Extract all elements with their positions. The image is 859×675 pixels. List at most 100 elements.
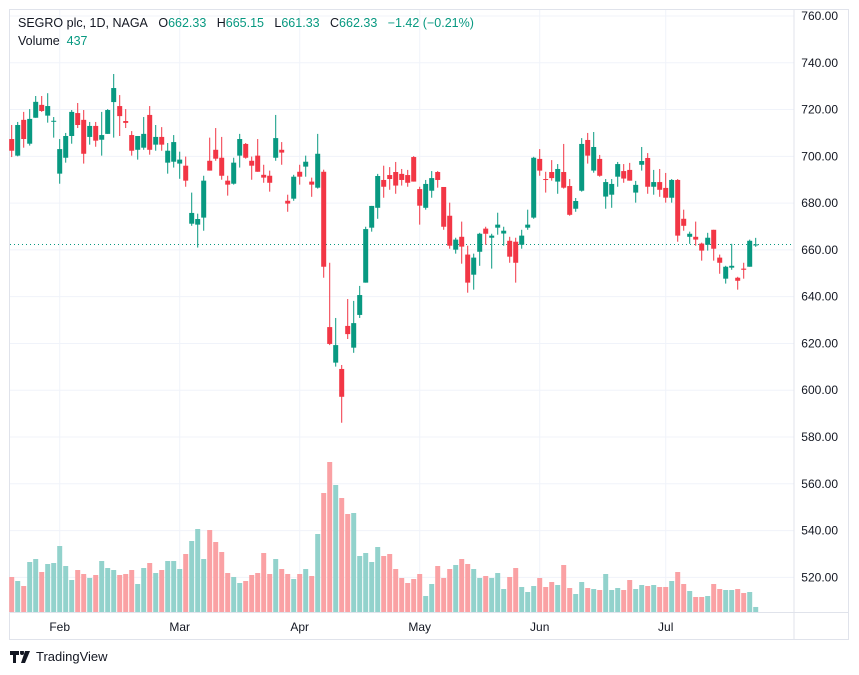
volume-bar xyxy=(747,592,753,612)
volume-bar xyxy=(705,596,711,612)
time-tick-label: Feb xyxy=(49,620,70,634)
candle-body xyxy=(231,162,237,184)
candle-body xyxy=(675,179,681,236)
volume-bar xyxy=(387,554,393,612)
candle xyxy=(429,171,435,198)
volume-bar xyxy=(21,586,27,612)
candle-body xyxy=(261,174,267,178)
volume-bar xyxy=(645,586,651,612)
candle-body xyxy=(177,159,183,164)
candle xyxy=(447,202,453,249)
price-tick-label: 600.00 xyxy=(801,383,838,397)
volume-bar xyxy=(237,583,243,612)
time-tick-label: Mar xyxy=(169,620,190,634)
candle-body xyxy=(597,158,603,176)
volume-bar xyxy=(369,562,375,612)
volume-bar xyxy=(693,597,699,612)
candle xyxy=(729,243,735,270)
candle-body xyxy=(669,179,675,198)
candle-body xyxy=(147,114,153,150)
volume-bar xyxy=(687,591,693,612)
volume-bar xyxy=(219,552,225,612)
volume-bar xyxy=(675,572,681,612)
candle-body xyxy=(279,149,285,153)
volume-bar xyxy=(411,579,417,612)
candle xyxy=(513,237,519,283)
candle-body xyxy=(489,235,495,238)
volume-bar xyxy=(123,574,129,612)
volume-bar xyxy=(249,575,255,612)
volume-bar xyxy=(663,587,669,612)
candle-body xyxy=(51,120,57,122)
volume-bar xyxy=(333,485,339,612)
candle xyxy=(585,132,591,164)
candle-body xyxy=(165,150,171,163)
volume-bar xyxy=(33,559,39,612)
candle xyxy=(453,237,459,254)
candle xyxy=(579,138,585,192)
candle-body xyxy=(15,124,21,156)
candle xyxy=(633,180,639,203)
candle-body xyxy=(21,119,27,140)
candle-body xyxy=(171,142,177,162)
candle-body xyxy=(555,168,561,182)
volume-bar xyxy=(45,564,51,612)
candle xyxy=(471,253,477,290)
candle xyxy=(663,172,669,203)
candle xyxy=(657,168,663,197)
candle-body xyxy=(57,149,63,174)
volume-bar xyxy=(609,590,615,612)
candle-body xyxy=(423,183,429,208)
candle-body xyxy=(321,171,327,267)
candle xyxy=(201,175,207,231)
volume-bar xyxy=(255,573,261,612)
price-tick-label: 720.00 xyxy=(801,103,838,117)
candle-body xyxy=(387,175,393,180)
tradingview-logo[interactable]: TradingView xyxy=(10,649,108,664)
candle xyxy=(327,262,333,346)
candle-body xyxy=(543,179,549,181)
volume-bar xyxy=(435,566,441,612)
candle-body xyxy=(645,157,651,187)
candle xyxy=(387,167,393,190)
candle xyxy=(225,175,231,196)
volume-bar xyxy=(543,587,549,612)
candle-body xyxy=(333,345,339,363)
candle xyxy=(87,121,93,145)
candle-body xyxy=(93,125,99,141)
volume-bar xyxy=(99,561,105,612)
candle xyxy=(159,127,165,151)
price-tick-label: 640.00 xyxy=(801,290,838,304)
price-tick-label: 560.00 xyxy=(801,477,838,491)
symbol-label: SEGRO plc, 1D, NAGA xyxy=(18,16,148,30)
candle-body xyxy=(483,228,489,234)
volume-bar xyxy=(15,581,21,612)
candle-body xyxy=(621,171,627,179)
candle-body xyxy=(585,139,591,156)
price-tick-label: 760.00 xyxy=(801,9,838,23)
volume-bar xyxy=(567,588,573,612)
candle-body xyxy=(525,224,531,228)
volume-bar xyxy=(195,529,201,612)
candle xyxy=(435,171,441,188)
volume-bar xyxy=(129,570,135,612)
volume-bar xyxy=(375,547,381,612)
volume-bar xyxy=(27,562,33,612)
volume-bar xyxy=(225,573,231,612)
volume-bar xyxy=(723,590,729,612)
chart-frame xyxy=(9,9,849,640)
candle xyxy=(525,209,531,230)
price-tick-label: 680.00 xyxy=(801,196,838,210)
candle xyxy=(171,135,177,168)
candle-body xyxy=(567,186,573,215)
candle-body xyxy=(615,164,621,177)
candle xyxy=(147,106,153,155)
volume-bar xyxy=(417,574,423,612)
volume-bar xyxy=(537,578,543,612)
volume-bar xyxy=(429,584,435,612)
price-tick-label: 620.00 xyxy=(801,336,838,350)
candle xyxy=(9,124,15,158)
volume-bar xyxy=(681,584,687,612)
candle xyxy=(315,133,321,189)
